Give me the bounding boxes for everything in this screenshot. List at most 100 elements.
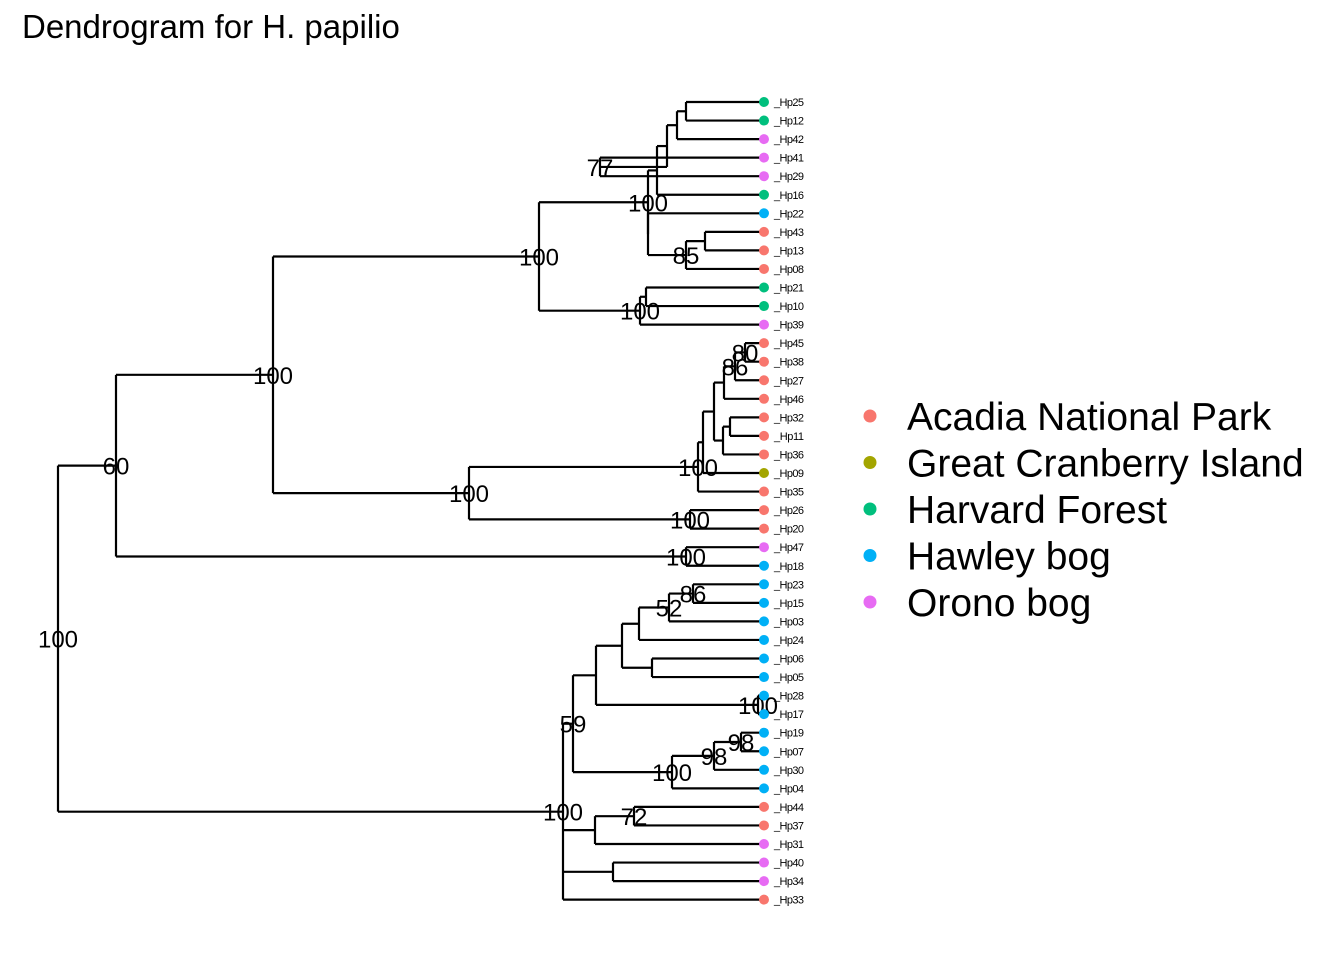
tip-label: _Hp38 (773, 357, 804, 369)
legend-key (863, 549, 877, 562)
support-value: 100 (519, 244, 559, 271)
tip-point (759, 282, 769, 293)
support-value: 72 (621, 804, 648, 831)
tip-point (759, 672, 769, 683)
tip-point (759, 709, 769, 720)
tip-label: _Hp26 (773, 505, 804, 517)
tip-point (759, 746, 769, 757)
tip-label: _Hp18 (773, 561, 804, 573)
tip-label: _Hp39 (773, 320, 804, 332)
tip-point (759, 301, 769, 312)
tip-point (759, 857, 769, 868)
tip-point (759, 523, 769, 534)
support-value: 86 (680, 582, 707, 609)
legend-key (863, 595, 877, 609)
tip-label: _Hp13 (773, 245, 804, 257)
support-value: 100 (666, 544, 706, 571)
tip-point (759, 634, 769, 645)
tip-point (759, 134, 769, 145)
tip-label: _Hp29 (773, 171, 804, 183)
legend-label: Hawley bog (907, 536, 1111, 579)
tip-label: _Hp42 (773, 134, 804, 146)
tip-point (759, 505, 769, 516)
tip-label: _Hp07 (773, 746, 804, 758)
tip-point (759, 375, 769, 386)
tip-point (759, 894, 769, 905)
tip-label: _Hp33 (773, 895, 804, 907)
tip-label: _Hp41 (773, 153, 804, 165)
tip-point (759, 226, 769, 237)
support-value: 100 (628, 190, 668, 217)
support-value: 100 (652, 760, 692, 787)
tip-label: _Hp11 (773, 431, 804, 443)
chart-title: Dendrogram for H. papilio (22, 8, 400, 45)
tip-point (759, 356, 769, 367)
tip-label: _Hp36 (773, 449, 804, 461)
tip-point (759, 727, 769, 738)
tip-point (759, 690, 769, 701)
support-value: 86 (722, 354, 749, 381)
tip-point (759, 616, 769, 627)
tip-label: _Hp15 (773, 598, 804, 610)
legend-label: Great Cranberry Island (907, 443, 1304, 486)
tip-label: _Hp09 (773, 468, 804, 480)
support-value: 98 (728, 730, 755, 757)
tip-label: _Hp04 (773, 783, 804, 795)
tip-label: _Hp30 (773, 765, 804, 777)
tip-label: _Hp34 (773, 876, 804, 888)
tip-label: _Hp05 (773, 672, 804, 684)
tip-point (759, 412, 769, 423)
tree-branches (56, 100, 764, 901)
tip-point (759, 801, 769, 812)
tip-point (759, 579, 769, 590)
support-value: 85 (673, 243, 700, 270)
tip-label: _Hp16 (773, 190, 804, 202)
tip-label: _Hp12 (773, 116, 804, 128)
tip-label: _Hp22 (773, 208, 804, 220)
support-value: 100 (543, 800, 583, 827)
tip-point (759, 430, 769, 441)
support-value: 100 (620, 299, 660, 326)
tip-point (759, 839, 769, 849)
support-value: 60 (103, 454, 130, 481)
support-value: 100 (38, 627, 78, 654)
tip-point (759, 876, 769, 887)
legend-label: Harvard Forest (907, 489, 1167, 532)
support-value: 100 (253, 363, 293, 390)
tip-point (759, 542, 769, 553)
tip-label: _Hp43 (773, 227, 804, 239)
tip-point (759, 468, 769, 478)
tip-label: _Hp28 (773, 691, 804, 703)
tip-point (759, 783, 769, 794)
support-value: 100 (670, 507, 710, 534)
tip-label: _Hp27 (773, 375, 804, 387)
tip-point (759, 393, 769, 404)
tip-point (759, 152, 769, 163)
tip-point (759, 653, 769, 664)
tip-label: _Hp20 (773, 524, 804, 536)
legend-label: Orono bog (907, 582, 1091, 625)
tip-label: _Hp47 (773, 542, 804, 554)
tip-label: _Hp37 (773, 820, 804, 832)
support-value: 80 (732, 340, 759, 367)
tip-label: _Hp23 (773, 579, 804, 591)
tip-label: _Hp35 (773, 487, 804, 499)
support-value: 98 (701, 744, 728, 771)
tip-point (759, 263, 769, 274)
support-value: 77 (587, 155, 614, 182)
support-value: 100 (738, 693, 778, 720)
tip-point (759, 486, 769, 497)
tip-label: _Hp31 (773, 839, 804, 851)
legend-key (863, 456, 877, 469)
legend-key (863, 502, 877, 516)
legend-key (863, 409, 877, 423)
legend-label: Acadia National Park (907, 396, 1272, 439)
tip-point (759, 820, 769, 831)
tip-point (759, 171, 769, 182)
tip-label: _Hp24 (773, 635, 804, 647)
tip-point (759, 245, 769, 256)
tip-label: _Hp10 (773, 301, 804, 313)
support-value: 52 (656, 595, 683, 622)
